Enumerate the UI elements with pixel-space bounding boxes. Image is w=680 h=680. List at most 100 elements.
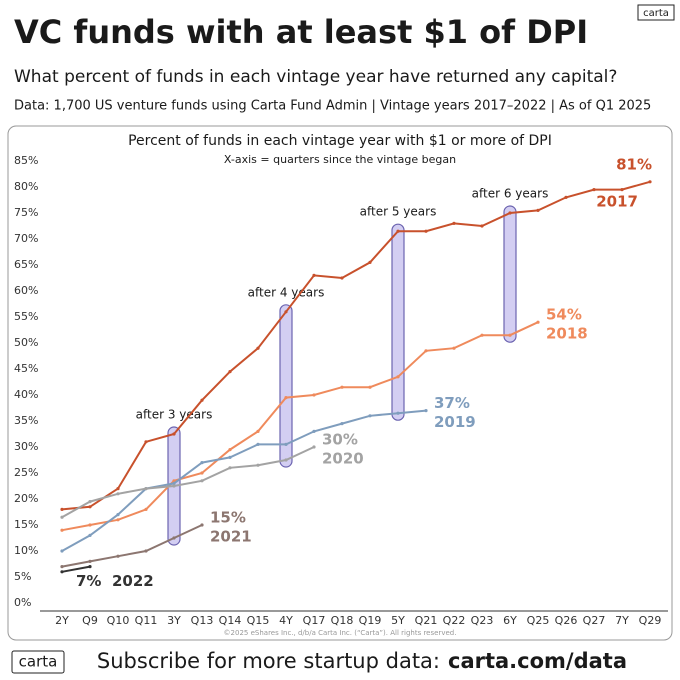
y-tick-label: 25% (14, 466, 38, 479)
point (228, 466, 232, 470)
point (312, 445, 316, 449)
y-tick-label: 50% (14, 336, 38, 349)
series-line (61, 321, 539, 532)
x-tick-label: Q26 (555, 614, 578, 627)
x-tick-label: Q21 (415, 614, 438, 627)
footer-logo: carta (19, 653, 58, 671)
point (256, 442, 260, 446)
point (116, 487, 120, 491)
point (620, 188, 624, 192)
y-tick-label: 15% (14, 518, 38, 531)
series-label: 2019 (434, 413, 476, 431)
point (200, 523, 204, 527)
series-line (61, 180, 651, 511)
point (648, 180, 652, 184)
point (536, 208, 540, 212)
point (452, 221, 456, 225)
point (256, 429, 260, 433)
point (60, 515, 64, 519)
point (424, 409, 428, 413)
point (396, 229, 400, 233)
x-tick-label: 3Y (167, 614, 181, 627)
point (228, 455, 232, 459)
point (144, 487, 148, 491)
source: Data: 1,700 US venture funds using Carta… (14, 99, 651, 114)
value-label: 54% (546, 306, 582, 324)
x-tick-label: Q13 (191, 614, 214, 627)
chart-subtitle: X-axis = quarters since the vintage bega… (224, 153, 456, 166)
x-tick-label: 2Y (55, 614, 69, 627)
y-tick-label: 35% (14, 414, 38, 427)
point (312, 273, 316, 277)
point (144, 507, 148, 511)
point (452, 346, 456, 350)
y-tick-label: 75% (14, 206, 38, 219)
point (60, 549, 64, 553)
point (396, 411, 400, 415)
footer-text: Subscribe for more startup data: (97, 649, 440, 673)
x-tick-label: 4Y (279, 614, 293, 627)
x-tick-label: Q15 (247, 614, 270, 627)
point (256, 463, 260, 467)
x-tick-label: 5Y (391, 614, 405, 627)
point (424, 229, 428, 233)
point (172, 432, 176, 436)
series-line (61, 446, 315, 519)
y-tick-label: 0% (14, 596, 31, 609)
x-tick-label: Q22 (443, 614, 466, 627)
annotation-capsule (279, 304, 293, 468)
point (116, 554, 120, 558)
y-tick-label: 55% (14, 310, 38, 323)
point (228, 370, 232, 374)
point (396, 375, 400, 379)
point (144, 440, 148, 444)
point (200, 398, 204, 402)
x-tick-label: Q23 (471, 614, 494, 627)
point (172, 481, 176, 485)
y-tick-label: 5% (14, 570, 31, 583)
point (284, 458, 288, 462)
x-tick-label: 6Y (503, 614, 517, 627)
point (424, 349, 428, 353)
series-line (61, 409, 427, 552)
point (312, 429, 316, 433)
y-tick-label: 80% (14, 180, 38, 193)
point (368, 414, 372, 418)
y-tick-label: 65% (14, 258, 38, 271)
point (60, 507, 64, 511)
point (88, 505, 92, 509)
point (88, 565, 92, 569)
point (312, 393, 316, 397)
annotation: after 3 years (136, 408, 213, 422)
series-line (61, 524, 203, 568)
value-label: 15% (210, 509, 246, 527)
value-label: 30% (322, 431, 358, 449)
value-label: 37% (434, 394, 470, 412)
point (228, 448, 232, 452)
series-label: 2022 (112, 572, 154, 590)
point (368, 260, 372, 264)
footer-logo-box (11, 650, 65, 674)
point (88, 523, 92, 527)
y-tick-label: 10% (14, 544, 38, 557)
x-tick-label: 7Y (615, 614, 629, 627)
y-tick-label: 70% (14, 232, 38, 245)
point (508, 211, 512, 215)
chart-frame (7, 125, 673, 641)
point (60, 528, 64, 532)
point (564, 195, 568, 199)
y-tick-label: 30% (14, 440, 38, 453)
point (284, 396, 288, 400)
series-label: 2020 (322, 450, 364, 468)
series-label: 2021 (210, 528, 252, 546)
annotation: after 5 years (360, 205, 437, 219)
point (116, 492, 120, 496)
copyright: ©2025 eShares Inc., d/b/a Carta Inc. (“C… (224, 629, 457, 637)
footer-link[interactable]: carta.com/data (448, 649, 627, 673)
point (340, 385, 344, 389)
logo: carta (643, 8, 669, 19)
point (88, 559, 92, 564)
x-tick-label: Q27 (583, 614, 606, 627)
value-label: 81% (616, 155, 652, 173)
